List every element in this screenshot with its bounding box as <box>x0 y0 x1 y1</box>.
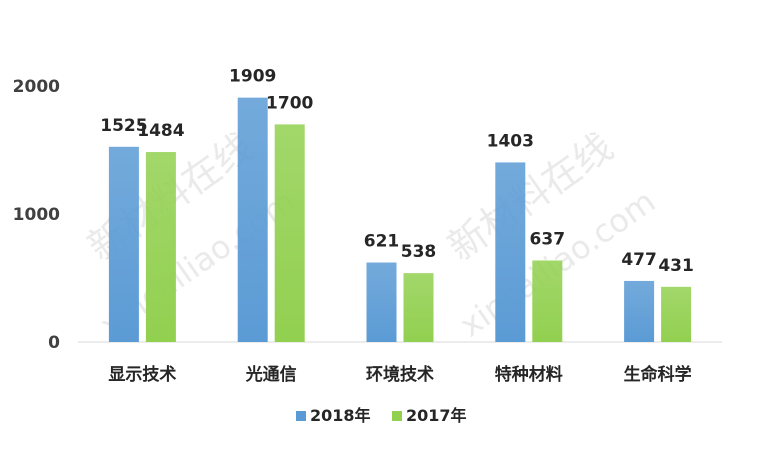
bar-series2 <box>274 124 305 343</box>
category-label: 生命科学 <box>624 364 692 385</box>
bar-series2 <box>145 152 176 342</box>
category-label: 环境技术 <box>366 364 434 385</box>
legend-label: 2018年 <box>310 406 371 425</box>
data-label: 621 <box>364 232 400 252</box>
legend-swatch <box>296 411 306 421</box>
data-label: 477 <box>621 250 657 270</box>
bar-series <box>108 97 692 343</box>
category-label: 光通信 <box>245 364 297 385</box>
data-label: 431 <box>658 256 694 276</box>
legend-label: 2017年 <box>406 406 467 425</box>
data-label: 1525 <box>100 116 147 136</box>
data-label: 538 <box>401 242 437 262</box>
bar-series2 <box>532 260 563 342</box>
y-axis: 0 1000 2000 <box>13 77 722 353</box>
legend-swatch <box>392 411 402 421</box>
y-tick-label: 2000 <box>13 77 60 97</box>
data-label: 637 <box>530 229 566 249</box>
bar-series1 <box>366 262 397 342</box>
data-label: 1700 <box>266 93 313 113</box>
bar-series2 <box>403 273 434 342</box>
bar-series2 <box>661 286 692 342</box>
data-label: 1484 <box>137 121 184 141</box>
x-axis-labels: 显示技术 光通信 环境技术 特种材料 生命科学 <box>108 364 691 385</box>
category-label: 显示技术 <box>108 364 176 385</box>
legend: 2018年 2017年 <box>296 406 467 425</box>
y-tick-label: 0 <box>48 333 60 353</box>
category-label: 特种材料 <box>495 364 563 385</box>
y-tick-label: 1000 <box>13 205 60 225</box>
bar-series1 <box>237 97 268 342</box>
data-label: 1403 <box>487 131 534 151</box>
bar-series1 <box>624 280 655 342</box>
bar-series1 <box>108 146 139 342</box>
bar-series1 <box>495 162 526 342</box>
data-label: 1909 <box>229 67 276 87</box>
